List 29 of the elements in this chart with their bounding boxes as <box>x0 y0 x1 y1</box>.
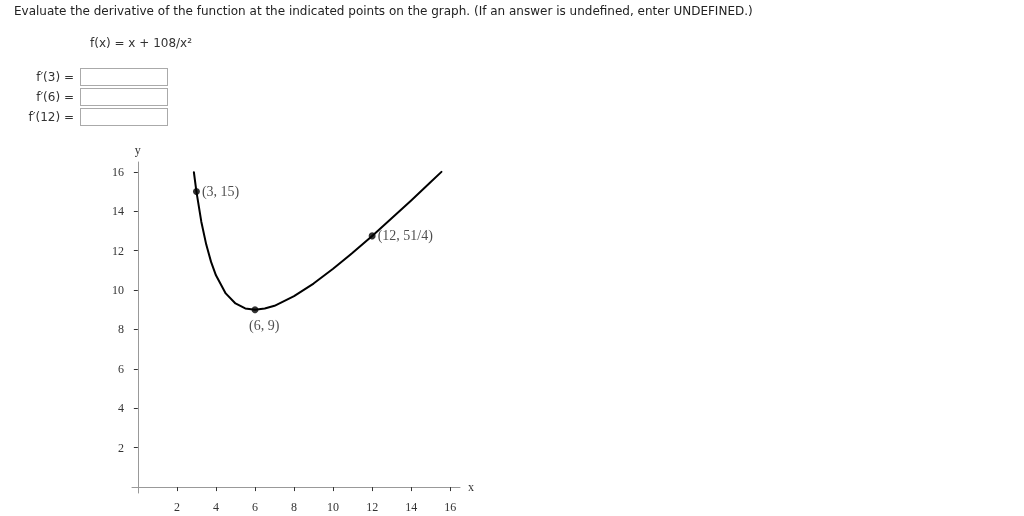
y-tick-label: 8 <box>118 322 124 337</box>
y-tick-label: 16 <box>112 164 124 179</box>
text: f′(3) = <box>36 70 74 84</box>
y-tick-label: 12 <box>112 243 124 258</box>
text: f′(6) = <box>36 90 74 104</box>
x-tick-label: 2 <box>173 500 180 514</box>
data-label: (12, 51/4) <box>377 228 434 245</box>
x-tick-label: 8 <box>291 500 298 514</box>
x-tick-label: 16 <box>444 500 457 514</box>
point <box>192 188 200 196</box>
y-tick-label: 6 <box>118 361 124 376</box>
text: f(x) = x + 108/x² <box>90 36 193 50</box>
y-axis-title: y <box>134 143 141 157</box>
x-tick-label: 4 <box>212 500 219 514</box>
y-tick-label: 4 <box>118 401 124 416</box>
y-tick-label: 2 <box>118 440 124 455</box>
data-label: (3, 15) <box>201 184 240 201</box>
x-tick-label: 14 <box>405 500 418 514</box>
point <box>368 232 376 240</box>
y-tick-label: 10 <box>112 283 124 298</box>
point <box>251 306 259 314</box>
x-axis-title: x <box>468 480 474 495</box>
x-tick-label: 10 <box>327 500 340 514</box>
x-tick-label: 12 <box>366 500 379 514</box>
text: f′(12) = <box>28 110 74 124</box>
data-label: (6, 9) <box>249 318 280 335</box>
chart-title: Evaluate the derivative of the function at the indicated points on the graph. (If an answer is undefined, enter UNDEFINED.) <box>14 4 753 18</box>
y-tick-label: 14 <box>112 204 124 219</box>
x-tick-label: 6 <box>252 500 258 514</box>
